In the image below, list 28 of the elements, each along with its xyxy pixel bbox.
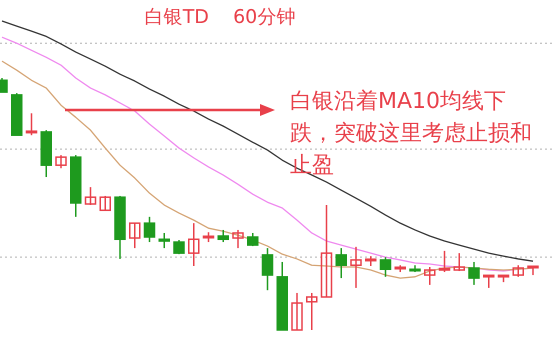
candlestick [424,266,436,286]
candlestick [512,264,524,278]
candlestick [262,247,274,291]
candlestick [129,222,140,249]
candlestick [26,112,38,136]
candlestick [365,255,376,267]
candlestick [320,204,332,298]
candlestick [84,186,96,206]
candlestick [291,292,303,331]
candlestick [100,195,111,212]
candlestick [232,229,244,249]
candlestick [188,222,200,267]
candlestick [202,231,214,243]
candlestick [158,232,170,249]
candlestick [468,261,480,286]
candlestick [438,250,450,273]
chart-title: 白银TD 60分钟 [144,5,296,30]
candlestick [144,216,156,243]
candlestick [173,239,185,255]
candlestick [247,232,258,247]
candlestick [350,246,362,289]
candlestick [55,154,67,169]
candlestick [380,256,392,278]
candlestick [218,229,229,243]
candlestick [336,247,347,279]
candlestick [306,292,318,331]
candlestick [454,252,465,272]
candlestick [483,274,494,289]
